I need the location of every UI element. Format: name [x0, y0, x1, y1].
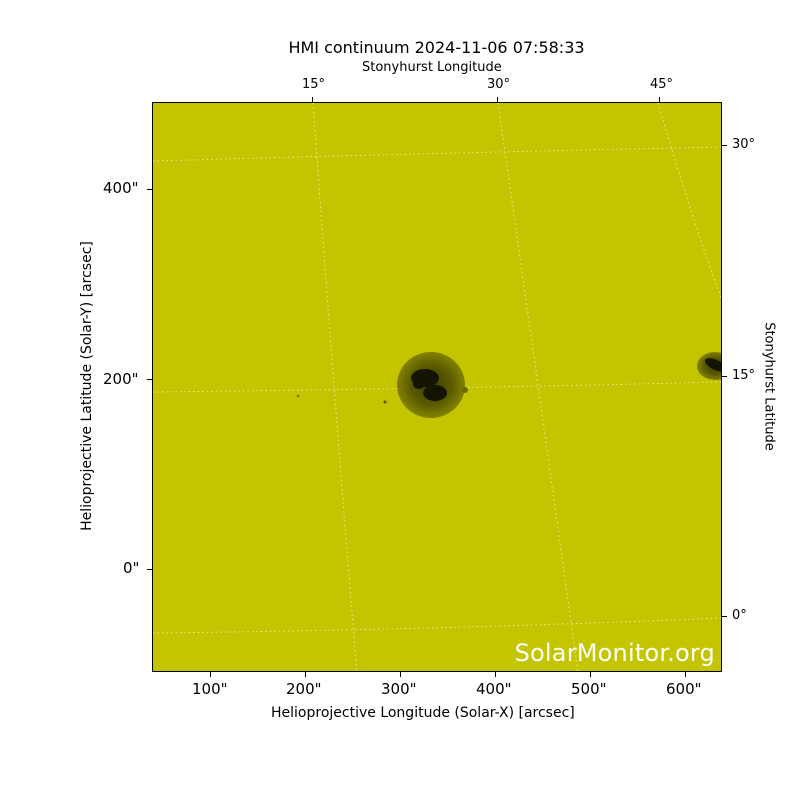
top-tick-label: 45° [650, 77, 674, 92]
bottom-tick-label: 400" [476, 680, 512, 698]
left-tick-label: 200" [103, 370, 139, 388]
sunspot-main [296, 352, 468, 418]
top-tick [497, 97, 498, 102]
left-tick-label: 0" [123, 559, 140, 577]
solar-image-panel: SolarMonitor.org [152, 102, 722, 672]
bottom-tick [685, 672, 686, 677]
right-axis-label: Stonyhurst Latitude [761, 322, 777, 451]
bottom-tick [210, 672, 211, 677]
top-tick-label: 15° [302, 77, 326, 92]
bottom-tick-label: 300" [381, 680, 417, 698]
right-tick-label: 30° [732, 137, 756, 152]
bottom-tick [305, 672, 306, 677]
top-tick [312, 97, 313, 102]
coordinate-grid [153, 103, 721, 671]
top-axis-label: Stonyhurst Longitude [362, 60, 502, 75]
bottom-tick-label: 200" [286, 680, 322, 698]
right-tick-label: 15° [732, 368, 756, 383]
left-tick-label: 400" [103, 179, 139, 197]
bottom-tick-label: 500" [571, 680, 607, 698]
right-tick [722, 616, 727, 617]
watermark: SolarMonitor.org [514, 639, 715, 667]
left-tick [147, 379, 152, 380]
top-tick [659, 97, 660, 102]
top-tick-label: 30° [487, 77, 511, 92]
bottom-tick-label: 100" [192, 680, 228, 698]
bottom-tick [590, 672, 591, 677]
sunspot-edge [697, 352, 721, 380]
grid-lon-15 [312, 103, 358, 671]
left-axis-label: Helioprojective Latitude (Solar-Y) [arcs… [79, 241, 95, 531]
left-tick [147, 569, 152, 570]
bottom-tick-label: 600" [666, 680, 702, 698]
bottom-axis-label: Helioprojective Longitude (Solar-X) [arc… [271, 705, 575, 721]
right-tick [722, 376, 727, 377]
left-tick [147, 189, 152, 190]
bottom-tick [400, 672, 401, 677]
bottom-tick [495, 672, 496, 677]
plot-title: HMI continuum 2024-11-06 07:58:33 [288, 38, 585, 57]
solar-image [153, 103, 721, 671]
right-tick [722, 145, 727, 146]
right-tick-label: 0° [732, 608, 747, 623]
